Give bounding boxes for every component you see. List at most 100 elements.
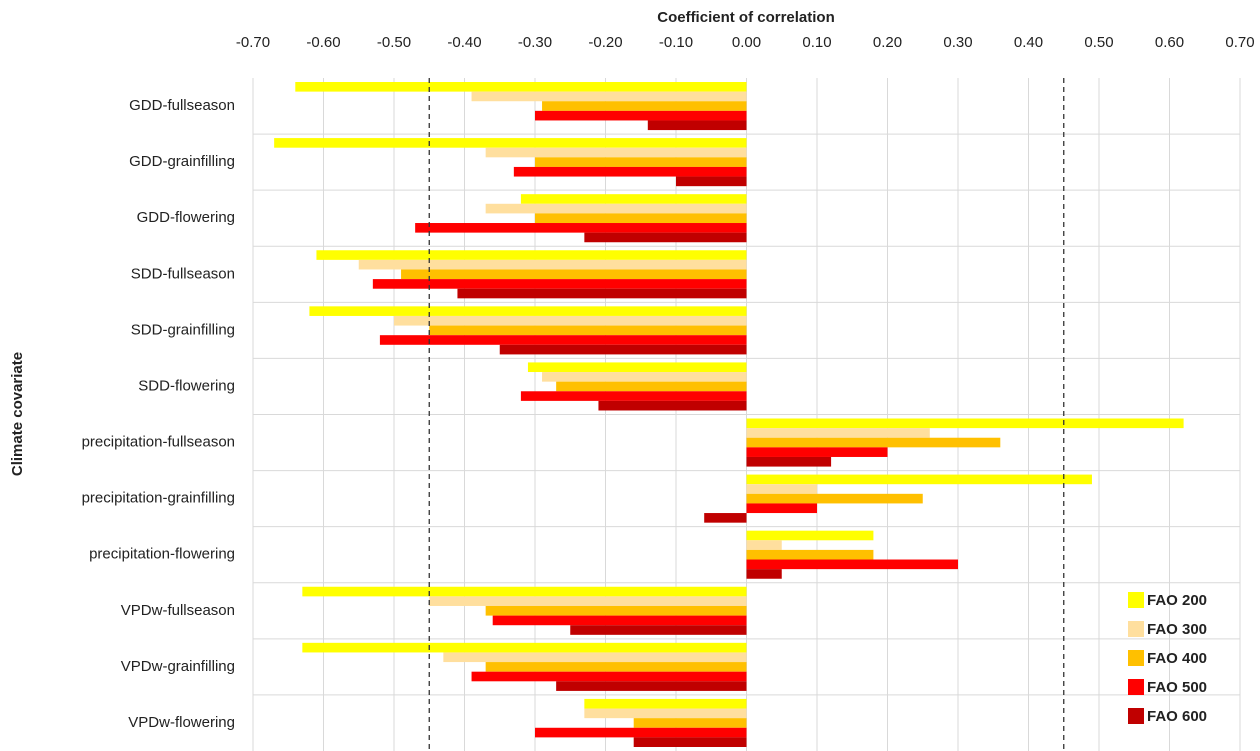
x-tick-label: 0.40 xyxy=(1014,34,1043,51)
y-axis-title: Climate covariate xyxy=(9,352,26,476)
bar xyxy=(513,166,747,177)
bar xyxy=(309,306,747,316)
bar xyxy=(746,437,1001,448)
x-tick-label: -0.60 xyxy=(306,34,340,51)
bar xyxy=(542,372,747,382)
y-tick-label: GDD-flowering xyxy=(137,209,235,226)
bar xyxy=(556,381,747,392)
x-tick-label: 0.50 xyxy=(1084,34,1113,51)
bar xyxy=(746,447,888,457)
bar xyxy=(274,138,747,148)
bar xyxy=(584,698,747,709)
bar xyxy=(746,503,817,514)
legend-label: FAO 300 xyxy=(1147,621,1207,638)
y-tick-label: GDD-grainfilling xyxy=(129,153,235,170)
legend-swatch xyxy=(1128,592,1144,608)
bar xyxy=(520,194,747,204)
x-tick-label: -0.40 xyxy=(447,34,481,51)
bar xyxy=(584,708,747,719)
bar xyxy=(302,586,747,597)
legend-label: FAO 500 xyxy=(1147,679,1207,696)
bar xyxy=(358,259,747,270)
bar xyxy=(746,493,923,504)
x-tick-label: -0.30 xyxy=(518,34,552,51)
bar xyxy=(485,662,747,672)
bar xyxy=(527,362,747,373)
bar xyxy=(535,727,747,738)
x-axis-title: Coefficient of correlation xyxy=(657,9,835,26)
bar xyxy=(499,344,747,355)
bar xyxy=(746,530,874,541)
bar xyxy=(415,223,747,233)
legend-label: FAO 600 xyxy=(1147,708,1207,725)
x-tick-label: 0.70 xyxy=(1225,34,1254,51)
bar xyxy=(746,456,832,467)
x-tick-label: 0.00 xyxy=(732,34,761,51)
bar xyxy=(295,82,747,92)
bar xyxy=(535,110,747,121)
bar xyxy=(471,671,747,682)
bar xyxy=(492,615,747,626)
y-tick-label: precipitation-fullseason xyxy=(82,434,235,451)
y-tick-label: VPDw-fullseason xyxy=(121,602,235,619)
bar xyxy=(633,718,747,728)
legend-swatch xyxy=(1128,679,1144,695)
bar xyxy=(471,91,747,102)
y-tick-label: VPDw-flowering xyxy=(128,714,235,731)
x-tick-label: 0.60 xyxy=(1155,34,1184,51)
bar xyxy=(746,549,874,560)
bar xyxy=(598,400,747,411)
y-tick-label: SDD-grainfilling xyxy=(131,321,235,338)
legend-label: FAO 200 xyxy=(1147,592,1207,609)
bar xyxy=(485,147,747,158)
bar xyxy=(429,325,747,336)
bar xyxy=(542,101,747,111)
y-tick-label: SDD-flowering xyxy=(138,377,235,394)
bar xyxy=(746,428,930,438)
bar xyxy=(704,513,747,523)
bar xyxy=(401,269,747,280)
bar xyxy=(676,176,747,187)
bar xyxy=(379,335,747,345)
bar xyxy=(429,596,747,606)
x-tick-label: 0.10 xyxy=(802,34,831,51)
bar xyxy=(316,250,747,260)
bar xyxy=(746,474,1092,485)
legend-swatch xyxy=(1128,621,1144,637)
x-tick-label: -0.50 xyxy=(377,34,411,51)
bar xyxy=(633,737,747,747)
bar xyxy=(302,642,747,653)
x-tick-label: 0.30 xyxy=(943,34,972,51)
bar xyxy=(485,203,747,214)
bar xyxy=(746,418,1184,429)
bar xyxy=(372,279,747,289)
bar xyxy=(535,157,747,167)
bar xyxy=(746,540,782,550)
legend-label: FAO 400 xyxy=(1147,650,1207,667)
bar xyxy=(485,605,747,616)
bar xyxy=(746,484,817,494)
bar xyxy=(746,559,958,570)
bar xyxy=(535,213,747,224)
bar xyxy=(647,120,747,131)
x-tick-label: 0.20 xyxy=(873,34,902,51)
bar xyxy=(746,569,782,579)
y-tick-label: VPDw-grainfilling xyxy=(121,658,235,675)
bar xyxy=(584,232,747,243)
x-tick-label: -0.10 xyxy=(659,34,693,51)
bar xyxy=(443,652,747,663)
bar xyxy=(556,681,747,691)
y-tick-label: precipitation-flowering xyxy=(89,546,235,563)
x-tick-label: -0.70 xyxy=(236,34,270,51)
x-tick-label: -0.20 xyxy=(588,34,622,51)
legend-swatch xyxy=(1128,708,1144,724)
bar xyxy=(394,315,747,326)
bar xyxy=(570,625,747,635)
y-tick-label: precipitation-grainfilling xyxy=(82,490,235,507)
bar xyxy=(457,288,747,299)
legend-swatch xyxy=(1128,650,1144,666)
y-tick-label: GDD-fullseason xyxy=(129,97,235,114)
bar xyxy=(520,391,747,401)
y-tick-label: SDD-fullseason xyxy=(131,265,235,282)
